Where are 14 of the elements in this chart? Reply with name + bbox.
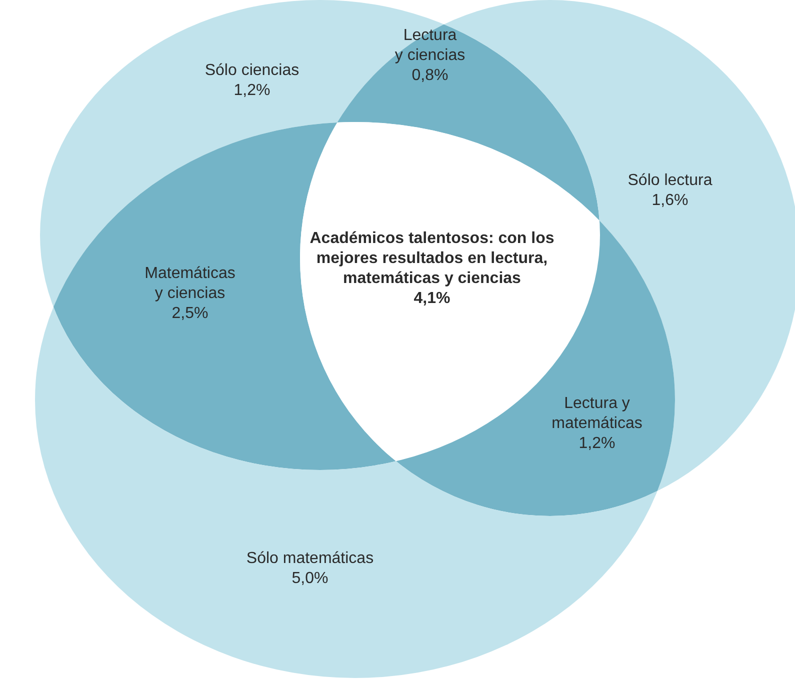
data-label: 0,8%	[412, 67, 448, 84]
data-label: 5,0%	[292, 570, 328, 587]
data-label: 1,6%	[652, 192, 688, 209]
data-label: 2,5%	[172, 305, 208, 322]
category-label: Sólo matemáticas	[246, 550, 374, 567]
category-label: Lectura y matemáticas	[552, 395, 642, 432]
category-label: Académicos talentosos: con los mejores resultados en lectura, matemáticas y ciencias	[310, 230, 554, 287]
category-label: Matemáticas y ciencias	[144, 265, 236, 302]
data-label: 4,1%	[414, 290, 450, 307]
data-label: 1,2%	[578, 435, 616, 452]
category-label: Sólo lectura	[628, 172, 712, 189]
category-label: Sólo ciencias	[204, 62, 300, 79]
category-label: Lectura y ciencias	[394, 27, 466, 64]
data-label: 1,2%	[234, 82, 270, 99]
